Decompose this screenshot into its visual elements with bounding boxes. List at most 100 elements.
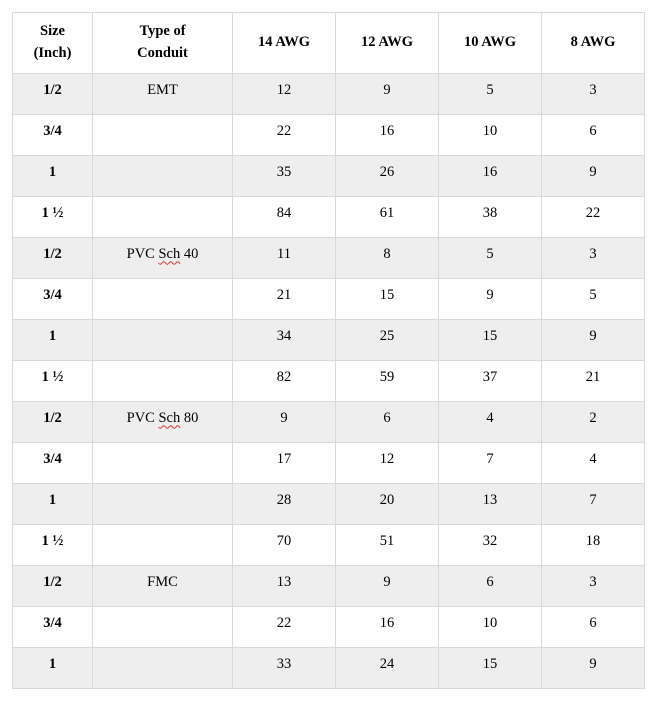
- cell-value: 9: [542, 319, 645, 360]
- cell-size: 3/4: [13, 278, 93, 319]
- cell-value: 82: [233, 360, 336, 401]
- cell-value: 3: [542, 565, 645, 606]
- cell-value: 18: [542, 524, 645, 565]
- col-type: Type ofConduit: [93, 13, 233, 74]
- table-row: 1 3324159: [13, 647, 645, 688]
- cell-value: 7: [439, 442, 542, 483]
- cell-value: 16: [336, 114, 439, 155]
- cell-type: [93, 114, 233, 155]
- cell-value: 12: [336, 442, 439, 483]
- cell-value: 3: [542, 237, 645, 278]
- cell-type: [93, 360, 233, 401]
- cell-size: 1 ½: [13, 360, 93, 401]
- col-8awg: 8 AWG: [542, 13, 645, 74]
- cell-value: 16: [336, 606, 439, 647]
- cell-value: 35: [233, 155, 336, 196]
- cell-value: 9: [233, 401, 336, 442]
- table-row: 1 ½ 70513218: [13, 524, 645, 565]
- cell-size: 1/2: [13, 565, 93, 606]
- cell-value: 11: [233, 237, 336, 278]
- cell-value: 9: [336, 565, 439, 606]
- cell-value: 9: [439, 278, 542, 319]
- cell-value: 37: [439, 360, 542, 401]
- cell-value: 5: [439, 73, 542, 114]
- cell-value: 7: [542, 483, 645, 524]
- cell-type: [93, 483, 233, 524]
- cell-value: 2: [542, 401, 645, 442]
- cell-value: 4: [439, 401, 542, 442]
- col-14awg: 14 AWG: [233, 13, 336, 74]
- cell-value: 9: [336, 73, 439, 114]
- cell-value: 3: [542, 73, 645, 114]
- cell-value: 32: [439, 524, 542, 565]
- cell-value: 16: [439, 155, 542, 196]
- cell-value: 70: [233, 524, 336, 565]
- cell-value: 21: [542, 360, 645, 401]
- cell-value: 10: [439, 606, 542, 647]
- cell-value: 13: [233, 565, 336, 606]
- cell-size: 1/2: [13, 73, 93, 114]
- cell-size: 3/4: [13, 442, 93, 483]
- table-row: 1 2820137: [13, 483, 645, 524]
- cell-value: 61: [336, 196, 439, 237]
- cell-value: 34: [233, 319, 336, 360]
- cell-type: [93, 442, 233, 483]
- cell-size: 1/2: [13, 237, 93, 278]
- table-row: 1 ½ 82593721: [13, 360, 645, 401]
- table-row: 1/2PVC Sch 4011853: [13, 237, 645, 278]
- col-12awg: 12 AWG: [336, 13, 439, 74]
- col-10awg: 10 AWG: [439, 13, 542, 74]
- cell-type: [93, 647, 233, 688]
- cell-value: 10: [439, 114, 542, 155]
- cell-value: 20: [336, 483, 439, 524]
- cell-size: 3/4: [13, 606, 93, 647]
- cell-type: [93, 155, 233, 196]
- cell-value: 26: [336, 155, 439, 196]
- cell-size: 1: [13, 483, 93, 524]
- table-row: 1/2FMC13963: [13, 565, 645, 606]
- table-row: 3/4 2216106: [13, 606, 645, 647]
- table-row: 3/4 171274: [13, 442, 645, 483]
- cell-type: PVC Sch 40: [93, 237, 233, 278]
- cell-size: 3/4: [13, 114, 93, 155]
- cell-value: 22: [233, 606, 336, 647]
- table-row: 1/2EMT12953: [13, 73, 645, 114]
- cell-type: PVC Sch 80: [93, 401, 233, 442]
- cell-value: 24: [336, 647, 439, 688]
- cell-size: 1/2: [13, 401, 93, 442]
- cell-value: 13: [439, 483, 542, 524]
- cell-type: FMC: [93, 565, 233, 606]
- cell-size: 1 ½: [13, 524, 93, 565]
- cell-value: 28: [233, 483, 336, 524]
- conduit-fill-table: Size(Inch) Type ofConduit 14 AWG 12 AWG …: [12, 12, 645, 689]
- cell-type: [93, 524, 233, 565]
- cell-value: 6: [542, 606, 645, 647]
- cell-value: 17: [233, 442, 336, 483]
- table-header-row: Size(Inch) Type ofConduit 14 AWG 12 AWG …: [13, 13, 645, 74]
- cell-type: EMT: [93, 73, 233, 114]
- cell-value: 51: [336, 524, 439, 565]
- cell-value: 4: [542, 442, 645, 483]
- table-row: 3/4211595: [13, 278, 645, 319]
- cell-value: 9: [542, 647, 645, 688]
- cell-value: 25: [336, 319, 439, 360]
- cell-value: 15: [439, 647, 542, 688]
- cell-value: 22: [233, 114, 336, 155]
- cell-size: 1: [13, 155, 93, 196]
- cell-value: 12: [233, 73, 336, 114]
- cell-type: [93, 606, 233, 647]
- cell-value: 15: [336, 278, 439, 319]
- table-row: 1/2PVC Sch 809642: [13, 401, 645, 442]
- cell-value: 6: [542, 114, 645, 155]
- cell-size: 1: [13, 647, 93, 688]
- cell-value: 59: [336, 360, 439, 401]
- cell-type: [93, 278, 233, 319]
- table-row: 13526169: [13, 155, 645, 196]
- cell-value: 33: [233, 647, 336, 688]
- cell-size: 1: [13, 319, 93, 360]
- cell-type: [93, 196, 233, 237]
- cell-value: 6: [336, 401, 439, 442]
- cell-value: 38: [439, 196, 542, 237]
- cell-type: [93, 319, 233, 360]
- cell-value: 84: [233, 196, 336, 237]
